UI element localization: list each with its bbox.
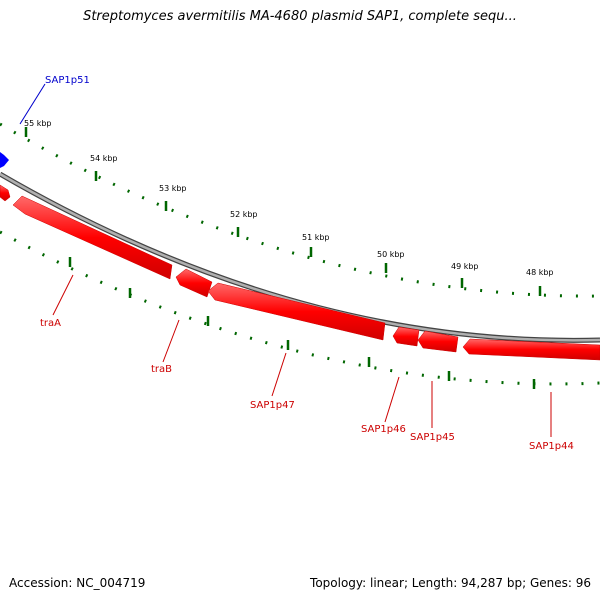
gene-sap1p51[interactable] (0, 152, 9, 168)
gene-label-sap1p45[interactable]: SAP1p45 (410, 432, 455, 443)
tick-label-53: 53 kbp (159, 184, 187, 193)
label-leaders (19, 83, 552, 437)
leader-sap1p47 (271, 352, 287, 397)
gene-labels: SAP1p51 traA traB SAP1p47 SAP1p46 SAP1p4… (40, 75, 574, 452)
gene-sap1p47[interactable] (207, 282, 386, 341)
tick-label-48: 48 kbp (526, 268, 554, 277)
tick-label-49: 49 kbp (451, 262, 479, 271)
tick-label-55: 55 kbp (24, 119, 52, 128)
gene-label-traa[interactable]: traA (40, 318, 61, 329)
gene-traa[interactable] (12, 195, 173, 280)
tick-labels: 55 kbp 54 kbp 53 kbp 52 kbp 51 kbp 50 kb… (24, 119, 554, 277)
gene-label-sap1p47[interactable]: SAP1p47 (250, 400, 295, 411)
tick-label-50: 50 kbp (377, 250, 405, 259)
summary-text: Topology: linear; Length: 94,287 bp; Gen… (310, 576, 591, 590)
leader-sap1p51 (19, 83, 46, 125)
gene-label-sap1p51[interactable]: SAP1p51 (45, 75, 90, 86)
gene-sap1p46[interactable] (392, 326, 420, 347)
leader-traa (52, 274, 74, 316)
major-tick-marks (24, 127, 542, 389)
leader-trab (162, 319, 180, 363)
gene-trab[interactable] (175, 268, 213, 298)
gene-label-sap1p44[interactable]: SAP1p44 (529, 441, 574, 452)
gene-sap1p45[interactable] (417, 330, 459, 353)
reverse-genes (0, 184, 600, 361)
tick-label-52: 52 kbp (230, 210, 258, 219)
map-title: Streptomyces avermitilis MA-4680 plasmid… (83, 9, 517, 24)
gene-label-sap1p46[interactable]: SAP1p46 (361, 424, 406, 435)
outer-tick-track (0, 122, 600, 298)
gene-partial-left[interactable] (0, 184, 11, 202)
accession-text: Accession: NC_004719 (9, 576, 146, 590)
gene-sap1p44[interactable] (462, 338, 600, 361)
leader-sap1p46 (384, 376, 400, 423)
tick-label-51: 51 kbp (302, 233, 330, 242)
tick-label-54: 54 kbp (90, 154, 118, 163)
gene-label-trab[interactable]: traB (151, 364, 172, 375)
